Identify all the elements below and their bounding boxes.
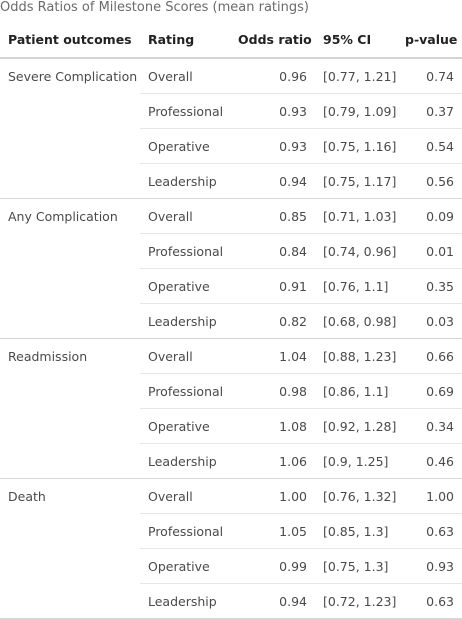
cell-odds-ratio: 0.99 bbox=[230, 548, 315, 584]
cell-rating: Professional bbox=[140, 513, 230, 549]
cell-95-ci: [0.86, 1.1] bbox=[315, 373, 397, 409]
table-row: Operative 1.08 [0.92, 1.28] 0.34 bbox=[0, 408, 462, 444]
cell-patient-outcome: Any Complication bbox=[0, 198, 140, 339]
cell-rating: Overall bbox=[140, 338, 230, 374]
cell-odds-ratio: 1.00 bbox=[230, 478, 315, 514]
cell-95-ci: [0.85, 1.3] bbox=[315, 513, 397, 549]
cell-odds-ratio: 0.94 bbox=[230, 583, 315, 619]
cell-p-value: 0.46 bbox=[397, 443, 462, 479]
table-caption: Odds Ratios of Milestone Scores (mean ra… bbox=[0, 0, 309, 15]
table-row: Severe Complication Overall 0.96 [0.77, 1.2… bbox=[0, 58, 462, 199]
cell-rating: Operative bbox=[140, 548, 230, 584]
cell-p-value: 0.35 bbox=[397, 268, 462, 304]
cell-patient-outcome: Death bbox=[0, 478, 140, 619]
cell-odds-ratio: 0.91 bbox=[230, 268, 315, 304]
table-row: Professional 0.84 [0.74, 0.96] 0.01 bbox=[0, 233, 462, 269]
table-row: Professional 0.98 [0.86, 1.1] 0.69 bbox=[0, 373, 462, 409]
cell-odds-ratio: 0.94 bbox=[230, 163, 315, 199]
cell-patient-outcome: Severe Complication bbox=[0, 58, 140, 199]
cell-p-value: 1.00 bbox=[397, 478, 462, 514]
cell-95-ci: [0.75, 1.16] bbox=[315, 128, 397, 164]
cell-odds-ratio: 0.93 bbox=[230, 93, 315, 129]
cell-p-value: 0.56 bbox=[397, 163, 462, 199]
cell-rating: Operative bbox=[140, 268, 230, 304]
header-95-ci: 95% CI bbox=[315, 22, 397, 59]
table-row: Professional 1.05 [0.85, 1.3] 0.63 bbox=[0, 513, 462, 549]
table-row: Operative 0.91 [0.76, 1.1] 0.35 bbox=[0, 268, 462, 304]
header-patient-outcomes: Patient outcomes bbox=[0, 22, 140, 59]
cell-odds-ratio: 1.04 bbox=[230, 338, 315, 374]
table-row: Leadership 0.82 [0.68, 0.98] 0.03 bbox=[0, 303, 462, 339]
cell-rating: Overall bbox=[140, 58, 230, 94]
cell-odds-ratio: 0.85 bbox=[230, 198, 315, 234]
cell-odds-ratio: 0.96 bbox=[230, 58, 315, 94]
odds-ratio-table: Patient outcomes Rating Odds ratio 95% C… bbox=[0, 22, 462, 619]
table-row: Leadership 1.06 [0.9, 1.25] 0.46 bbox=[0, 443, 462, 479]
cell-95-ci: [0.76, 1.1] bbox=[315, 268, 397, 304]
cell-p-value: 0.09 bbox=[397, 198, 462, 234]
cell-95-ci: [0.72, 1.23] bbox=[315, 583, 397, 619]
table-row: Death Overall 1.00 [0.76, 1.32] 1.00 bbox=[0, 478, 462, 619]
cell-95-ci: [0.77, 1.21] bbox=[315, 58, 397, 94]
cell-rating: Leadership bbox=[140, 163, 230, 199]
cell-p-value: 0.03 bbox=[397, 303, 462, 339]
table-row: Operative 0.99 [0.75, 1.3] 0.93 bbox=[0, 548, 462, 584]
cell-95-ci: [0.79, 1.09] bbox=[315, 93, 397, 129]
cell-rating: Professional bbox=[140, 373, 230, 409]
cell-rating: Operative bbox=[140, 128, 230, 164]
cell-p-value: 0.37 bbox=[397, 93, 462, 129]
header-rating: Rating bbox=[140, 22, 230, 59]
cell-p-value: 0.74 bbox=[397, 58, 462, 94]
cell-odds-ratio: 1.06 bbox=[230, 443, 315, 479]
cell-odds-ratio: 0.84 bbox=[230, 233, 315, 269]
cell-odds-ratio: 0.93 bbox=[230, 128, 315, 164]
table-row: Any Complication Overall 0.85 [0.71, 1.03] 0… bbox=[0, 198, 462, 339]
cell-rating: Leadership bbox=[140, 303, 230, 339]
cell-p-value: 0.01 bbox=[397, 233, 462, 269]
table-row: Operative 0.93 [0.75, 1.16] 0.54 bbox=[0, 128, 462, 164]
cell-p-value: 0.66 bbox=[397, 338, 462, 374]
header-odds-ratio: Odds ratio bbox=[230, 22, 315, 59]
header-row: Patient outcomes Rating Odds ratio 95% C… bbox=[0, 22, 462, 59]
cell-95-ci: [0.74, 0.96] bbox=[315, 233, 397, 269]
cell-p-value: 0.54 bbox=[397, 128, 462, 164]
cell-rating: Professional bbox=[140, 233, 230, 269]
table-row: Readmission Overall 1.04 [0.88, 1.23] 0.66 bbox=[0, 338, 462, 479]
cell-95-ci: [0.9, 1.25] bbox=[315, 443, 397, 479]
cell-odds-ratio: 0.82 bbox=[230, 303, 315, 339]
table-body: Severe Complication Overall 0.96 [0.77, 1.2… bbox=[0, 58, 462, 619]
cell-odds-ratio: 1.05 bbox=[230, 513, 315, 549]
cell-rating: Professional bbox=[140, 93, 230, 129]
cell-p-value: 0.63 bbox=[397, 583, 462, 619]
cell-95-ci: [0.71, 1.03] bbox=[315, 198, 397, 234]
cell-rating: Overall bbox=[140, 478, 230, 514]
cell-p-value: 0.63 bbox=[397, 513, 462, 549]
cell-p-value: 0.93 bbox=[397, 548, 462, 584]
cell-rating: Leadership bbox=[140, 583, 230, 619]
cell-95-ci: [0.76, 1.32] bbox=[315, 478, 397, 514]
header-p-value: p-value bbox=[397, 22, 462, 59]
cell-95-ci: [0.88, 1.23] bbox=[315, 338, 397, 374]
cell-patient-outcome: Readmission bbox=[0, 338, 140, 479]
table-header: Patient outcomes Rating Odds ratio 95% C… bbox=[0, 22, 462, 59]
cell-rating: Operative bbox=[140, 408, 230, 444]
cell-rating: Overall bbox=[140, 198, 230, 234]
table-row: Professional 0.93 [0.79, 1.09] 0.37 bbox=[0, 93, 462, 129]
table-row: Leadership 0.94 [0.75, 1.17] 0.56 bbox=[0, 163, 462, 199]
cell-rating: Leadership bbox=[140, 443, 230, 479]
cell-odds-ratio: 1.08 bbox=[230, 408, 315, 444]
cell-odds-ratio: 0.98 bbox=[230, 373, 315, 409]
cell-95-ci: [0.68, 0.98] bbox=[315, 303, 397, 339]
cell-95-ci: [0.75, 1.17] bbox=[315, 163, 397, 199]
cell-p-value: 0.69 bbox=[397, 373, 462, 409]
cell-p-value: 0.34 bbox=[397, 408, 462, 444]
cell-95-ci: [0.92, 1.28] bbox=[315, 408, 397, 444]
cell-95-ci: [0.75, 1.3] bbox=[315, 548, 397, 584]
